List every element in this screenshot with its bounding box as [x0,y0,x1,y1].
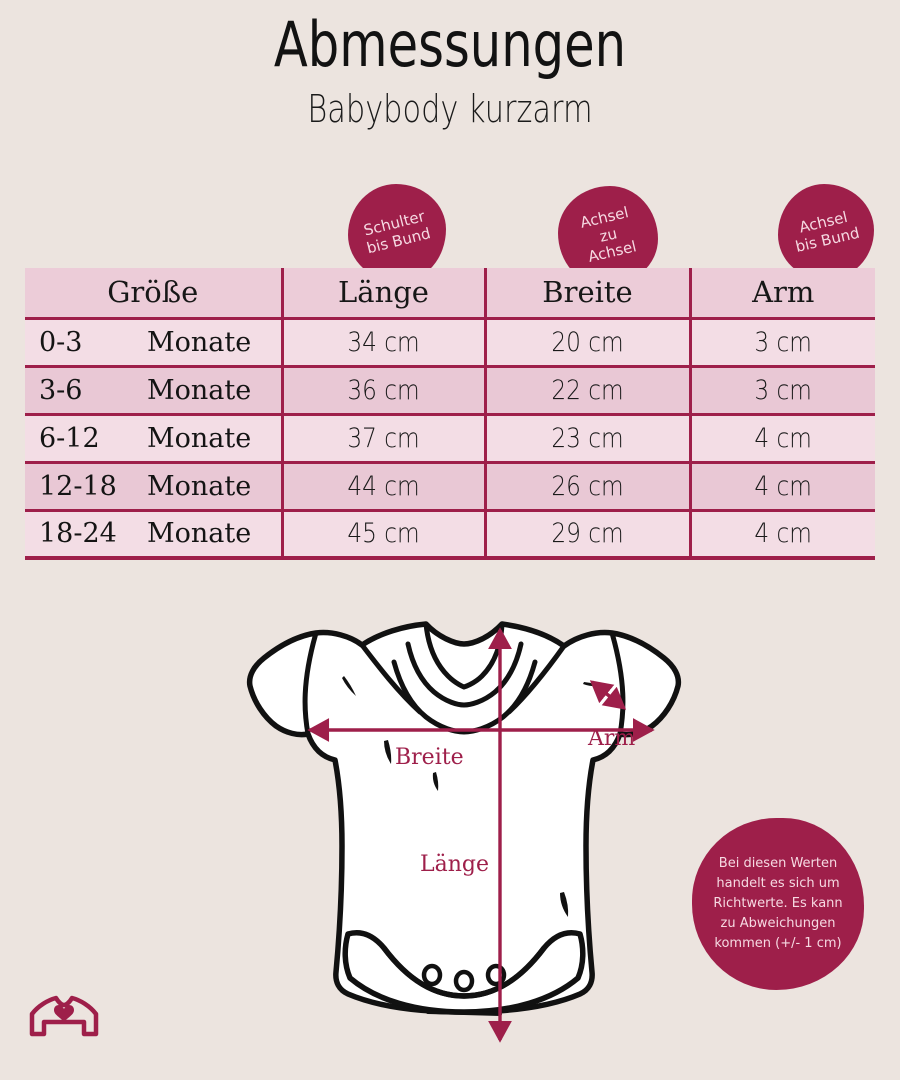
snap-button [421,963,443,987]
table-row: 18-24 Monate 45 cm 29 cm 4 cm [25,510,875,560]
arm-arrow [589,680,627,710]
ink-blob-shape [692,818,864,990]
brand-logo [28,988,100,1042]
snap-flap-inner-path [381,945,547,999]
table-header-row: Größe Länge Breite Arm [25,268,875,320]
dimension-label-laenge: Länge [420,852,489,877]
logo-bodysuit-path [29,995,99,1037]
page-header: Abmessungen Babybody kurzarm [0,0,900,131]
dimension-label-arm: Arm [588,726,636,751]
cell-arm: 4 cm [701,462,863,512]
cuff-left-path [302,630,319,737]
disclaimer-badge: Bei diesen Werten handelt es sich um Ric… [692,818,864,990]
cell-laenge: 37 cm [294,414,471,464]
size-unit: Monate [147,374,252,406]
cell-breite: 26 cm [498,462,676,512]
measurement-badges: Schulter bis Bund Achsel zu Achsel Achsel bi… [0,0,900,300]
size-unit: Monate [147,326,252,358]
cell-breite: 29 cm [498,510,676,560]
cell-laenge: 45 cm [294,510,471,560]
table-row: 3-6 Monate 36 cm 22 cm 3 cm [25,366,875,416]
snap-button [453,969,475,993]
column-header-laenge: Länge [280,268,485,320]
hem-line-path [426,1010,502,1016]
cell-breite: 23 cm [498,414,676,464]
cell-size: 3-6 Monate [25,366,282,416]
cell-laenge: 44 cm [294,462,471,512]
size-range: 0-3 [39,326,83,358]
size-range: 6-12 [39,422,100,454]
crease-mark [384,740,392,764]
cell-laenge: 34 cm [294,318,471,368]
cell-arm: 3 cm [701,366,863,416]
cell-breite: 20 cm [498,318,676,368]
size-table-container: Größe Länge Breite Arm 0-3 Monate 34 cm … [25,268,875,560]
ink-blob-shape [778,184,874,280]
size-unit: Monate [147,518,252,550]
badge-schulter-bis-bund: Schulter bis Bund [348,184,446,282]
column-header-breite: Breite [483,268,690,320]
column-header-groesse: Größe [25,268,282,320]
table-row: 0-3 Monate 34 cm 20 cm 3 cm [25,318,875,368]
cell-size: 18-24 Monate [25,510,282,560]
badge-achsel-bis-bund: Achsel bis Bund [778,184,874,280]
crease-mark [560,892,569,917]
disclaimer-text: Bei diesen Werten handelt es sich um Ric… [713,855,843,952]
ink-blob-shape [348,184,446,282]
cell-size: 6-12 Monate [25,414,282,464]
cell-arm: 4 cm [701,414,863,464]
table-row: 6-12 Monate 37 cm 23 cm 4 cm [25,414,875,464]
page-title: Abmessungen [273,8,627,81]
dimension-label-breite: Breite [395,745,464,770]
column-header-arm: Arm [688,268,875,320]
size-unit: Monate [147,422,252,454]
bodysuit-outline [246,621,682,1015]
cell-size: 12-18 Monate [25,462,282,512]
shoulder-seam-right-path [506,643,567,715]
cell-arm: 4 cm [701,510,863,560]
bodysuit-heart-logo-icon [29,995,99,1037]
babybody-illustration [212,600,712,1070]
logo-heart-path [54,1005,74,1022]
shoulder-seam-left-path [359,642,423,715]
table-header: Größe Länge Breite Arm [25,268,875,320]
size-table: Größe Länge Breite Arm 0-3 Monate 34 cm … [25,268,875,560]
size-range: 12-18 [39,470,117,502]
page-subtitle: Babybody kurzarm [307,87,593,131]
crotch-snap-flap [342,930,586,1015]
table-row: 12-18 Monate 44 cm 26 cm 4 cm [25,462,875,512]
cell-arm: 3 cm [701,318,863,368]
size-range: 18-24 [39,518,117,550]
cell-breite: 22 cm [498,366,676,416]
crease-mark [432,772,439,791]
cell-laenge: 36 cm [294,366,471,416]
crease-mark [342,676,356,696]
measurement-arrows [307,627,655,1043]
table-body: 0-3 Monate 34 cm 20 cm 3 cm 3-6 Monate 3… [25,318,875,560]
size-unit: Monate [147,470,252,502]
bodysuit-body-path [246,621,682,1015]
size-range: 3-6 [39,374,83,406]
cell-size: 0-3 Monate [25,318,282,368]
